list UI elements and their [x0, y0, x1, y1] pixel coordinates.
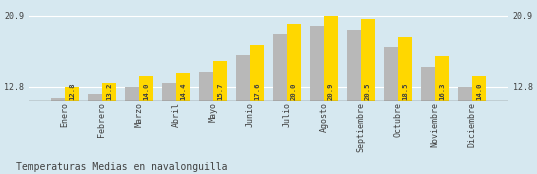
Text: 12.8: 12.8: [69, 82, 75, 100]
Bar: [236, 55, 250, 174]
Text: Temperaturas Medias en navalonguilla: Temperaturas Medias en navalonguilla: [16, 162, 228, 172]
Text: 17.6: 17.6: [254, 82, 260, 100]
Bar: [287, 23, 301, 174]
Text: 20.9: 20.9: [328, 82, 334, 100]
Bar: [458, 87, 472, 174]
Bar: [51, 97, 65, 174]
Bar: [347, 30, 361, 174]
Bar: [88, 94, 102, 174]
Bar: [361, 19, 375, 174]
Bar: [162, 83, 176, 174]
Text: 16.3: 16.3: [439, 82, 445, 100]
Bar: [398, 37, 412, 174]
Bar: [139, 76, 153, 174]
Bar: [213, 61, 227, 174]
Bar: [65, 87, 79, 174]
Bar: [421, 67, 435, 174]
Bar: [472, 76, 486, 174]
Bar: [176, 73, 190, 174]
Text: 15.7: 15.7: [217, 82, 223, 100]
Text: 13.2: 13.2: [106, 82, 112, 100]
Bar: [435, 56, 449, 174]
Bar: [199, 72, 213, 174]
Text: 20.5: 20.5: [365, 82, 371, 100]
Bar: [310, 26, 324, 174]
Text: 20.0: 20.0: [291, 82, 297, 100]
Bar: [250, 45, 264, 174]
Bar: [384, 47, 398, 174]
Text: 14.4: 14.4: [180, 82, 186, 100]
Text: 18.5: 18.5: [402, 82, 408, 100]
Bar: [125, 87, 139, 174]
Text: 14.0: 14.0: [476, 82, 482, 100]
Text: 14.0: 14.0: [143, 82, 149, 100]
Bar: [102, 83, 116, 174]
Bar: [324, 16, 338, 174]
Bar: [273, 34, 287, 174]
